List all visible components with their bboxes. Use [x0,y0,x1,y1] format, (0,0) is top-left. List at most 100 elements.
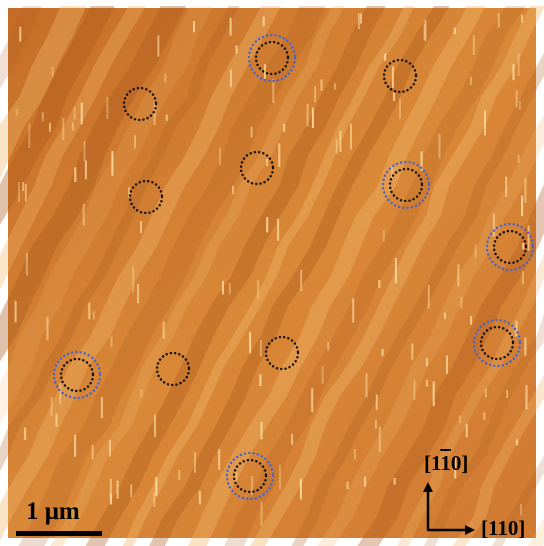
surface-streak [155,477,158,496]
terrace-band [224,6,526,546]
surface-streak [18,182,20,202]
afm-background [8,8,536,538]
surface-streak [457,264,460,287]
surface-streak [51,66,54,77]
surface-streak [484,110,486,136]
terrace-band [393,255,544,546]
surface-streak [357,13,360,30]
terrace-band [525,517,544,546]
terrace-band [452,374,544,546]
surface-streak [521,14,524,23]
surface-streak [425,358,428,367]
surface-streak [465,423,468,438]
black-dotted-circle [492,229,528,265]
surface-streak [109,439,111,457]
surface-streak [306,103,309,127]
surface-streak [259,340,262,357]
surface-streak [497,13,500,28]
surface-streak [444,312,446,319]
black-dotted-circle [239,150,275,186]
surface-streak [300,269,303,291]
surface-streak [520,503,523,516]
surface-streak [109,478,112,499]
orientation-arrows [423,482,475,535]
surface-streak [50,396,53,416]
surface-streak [25,253,28,276]
surface-streak [15,108,18,116]
terrace-band [187,6,486,546]
terrace-band [0,6,115,225]
surface-streak [483,412,486,420]
surface-streak [524,178,527,203]
terrace-band [149,6,450,546]
surface-streak [524,337,527,356]
surface-streak [378,280,381,289]
surface-streak [454,456,457,479]
surface-streak [391,66,394,88]
terrace-band [85,6,386,546]
surface-streak [474,244,477,258]
surface-streak [339,130,342,152]
surface-streak [259,374,262,386]
surface-streak [235,45,238,54]
surface-streak [218,449,221,470]
surface-streak [154,414,156,437]
arrow-up-head [423,482,433,492]
surface-streak [249,331,252,354]
surface-streak [512,64,515,81]
surface-streak [382,230,385,242]
surface-streak [352,298,355,323]
surface-streak [106,97,109,119]
terrace-band [0,6,187,362]
surface-streak [335,139,338,155]
surface-streak [116,480,119,499]
terrace-band [50,6,346,546]
surface-streak [360,13,362,24]
surface-streak [162,321,165,339]
surface-streak [262,16,265,27]
surface-streak [525,385,528,410]
surface-streak [518,100,521,110]
black-dotted-circle [232,458,268,494]
surface-streak [28,123,31,148]
surface-streak [194,452,196,473]
surface-streak [365,373,368,398]
surface-streak [505,176,508,197]
surface-streak [74,434,77,457]
surface-streak [517,154,520,163]
surface-streak [353,449,356,460]
blue-dotted-circle [472,318,522,368]
surface-streak [198,490,201,505]
black-dotted-circle [479,325,515,361]
surface-streak [59,383,62,405]
terrace-band [289,53,544,546]
surface-streak [250,127,253,138]
surface-streak [492,213,495,237]
black-dotted-circle [382,58,418,94]
blue-dotted-circle [381,160,431,210]
terrace-band [0,6,281,541]
surface-streak [521,195,524,216]
surface-streak [364,476,366,487]
surface-streak [46,316,49,341]
terrace-band [250,6,544,546]
surface-streak [384,53,387,61]
surface-streak [432,381,435,407]
surface-streak [266,158,269,167]
surface-streak [277,218,280,241]
surface-streak [137,283,140,304]
surface-streak [24,427,27,440]
surface-streak [24,184,27,202]
surface-streak [140,389,143,398]
surface-streak [132,266,135,293]
surface-streak [506,390,509,398]
surface-streak [266,217,269,233]
black-dotted-circle [264,335,300,371]
surface-streak [381,348,384,357]
surface-streak [411,343,414,360]
surface-streak [472,35,475,55]
surface-streak [193,21,195,33]
surface-streak [84,160,87,180]
surface-streak [74,167,77,182]
